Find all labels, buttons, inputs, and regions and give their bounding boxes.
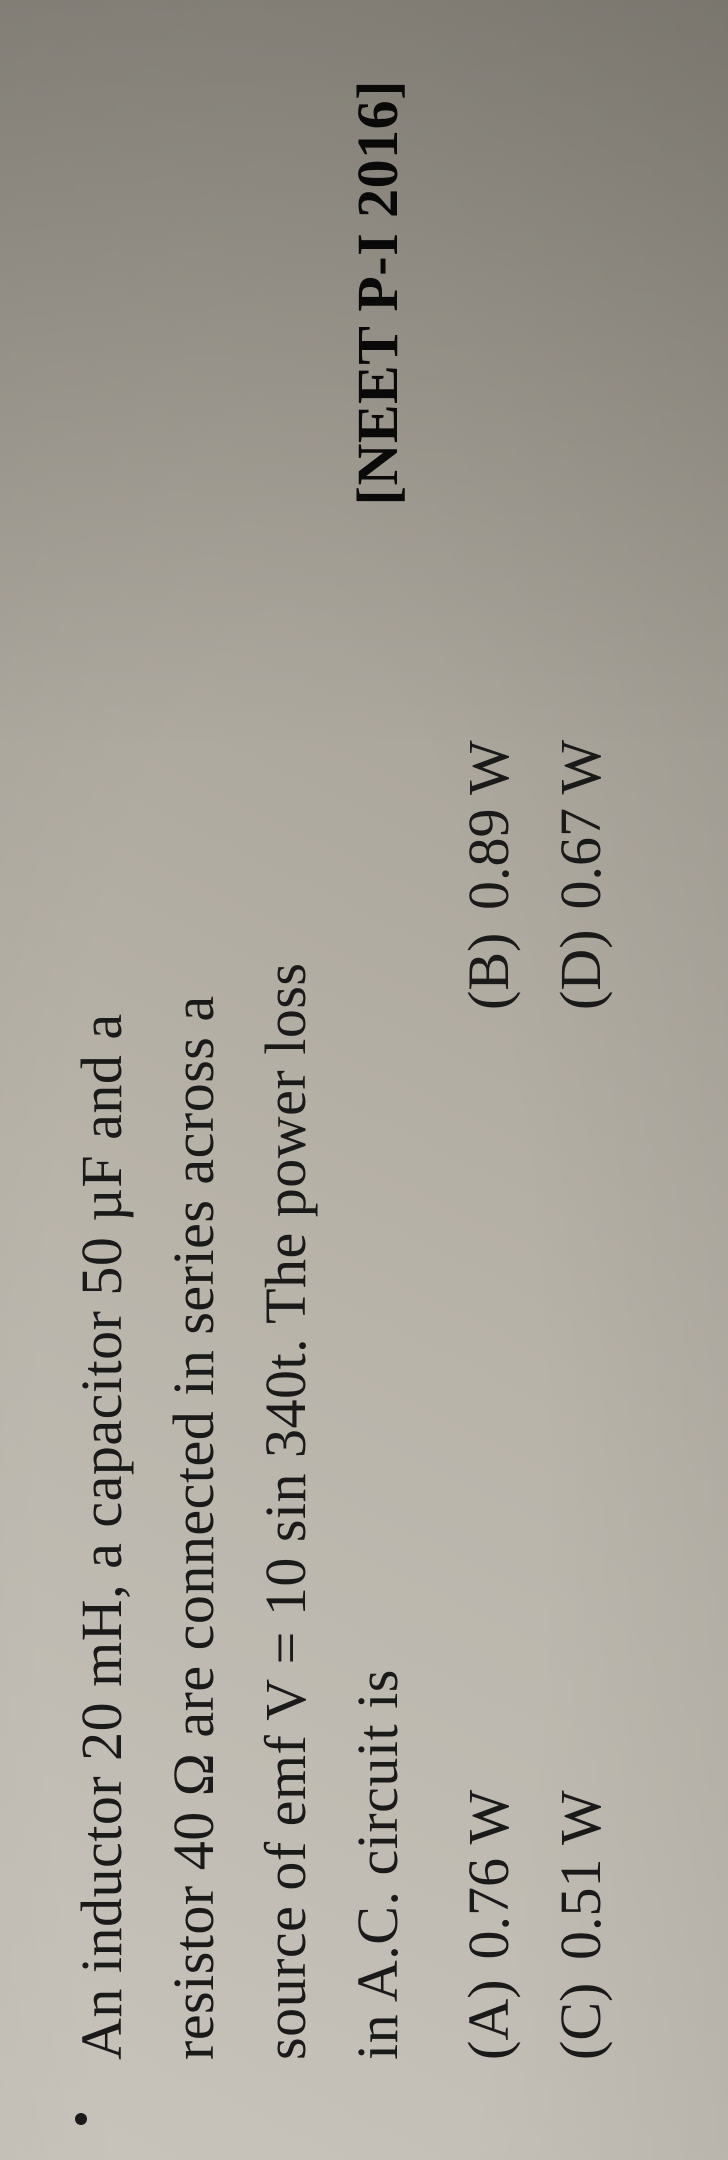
option-c-value: 0.51 W [547,1790,614,1960]
option-a-label: (A) [455,1979,522,2060]
question-line-3: source of emf V = 10 sin 340t. The power… [244,80,328,2060]
question-line-2: resistor 40 Ω are connected in series ac… [152,80,236,2060]
question-line-4-text: in A.C. circuit is [345,1669,410,2060]
option-b-label: (B) [455,930,522,1010]
option-b: (B) 0.89 W [455,80,522,1010]
answer-options-grid: (A) 0.76 W (B) 0.89 W (C) 0.51 W (D) 0.6… [455,80,614,2060]
question-line-1: An inductor 20 mH, a capacitor 50 µF and… [60,80,144,2060]
option-d: (D) 0.67 W [547,80,614,1010]
question-text-block: An inductor 20 mH, a capacitor 50 µF and… [60,80,420,2060]
exam-source-tag: [NEET P-I 2016] [336,80,420,505]
question-line-4: in A.C. circuit is [NEET P-I 2016] [336,80,420,2060]
option-d-value: 0.67 W [547,740,614,910]
option-b-value: 0.89 W [455,740,522,910]
option-a-value: 0.76 W [455,1790,522,1960]
option-a: (A) 0.76 W [455,1130,522,2060]
rotated-page-container: An inductor 20 mH, a capacitor 50 µF and… [0,0,728,2160]
option-c: (C) 0.51 W [547,1130,614,2060]
option-d-label: (D) [547,929,614,1010]
question-bullet [75,2113,87,2125]
paper-content-area: An inductor 20 mH, a capacitor 50 µF and… [0,0,728,2160]
option-c-label: (C) [547,1980,614,2060]
